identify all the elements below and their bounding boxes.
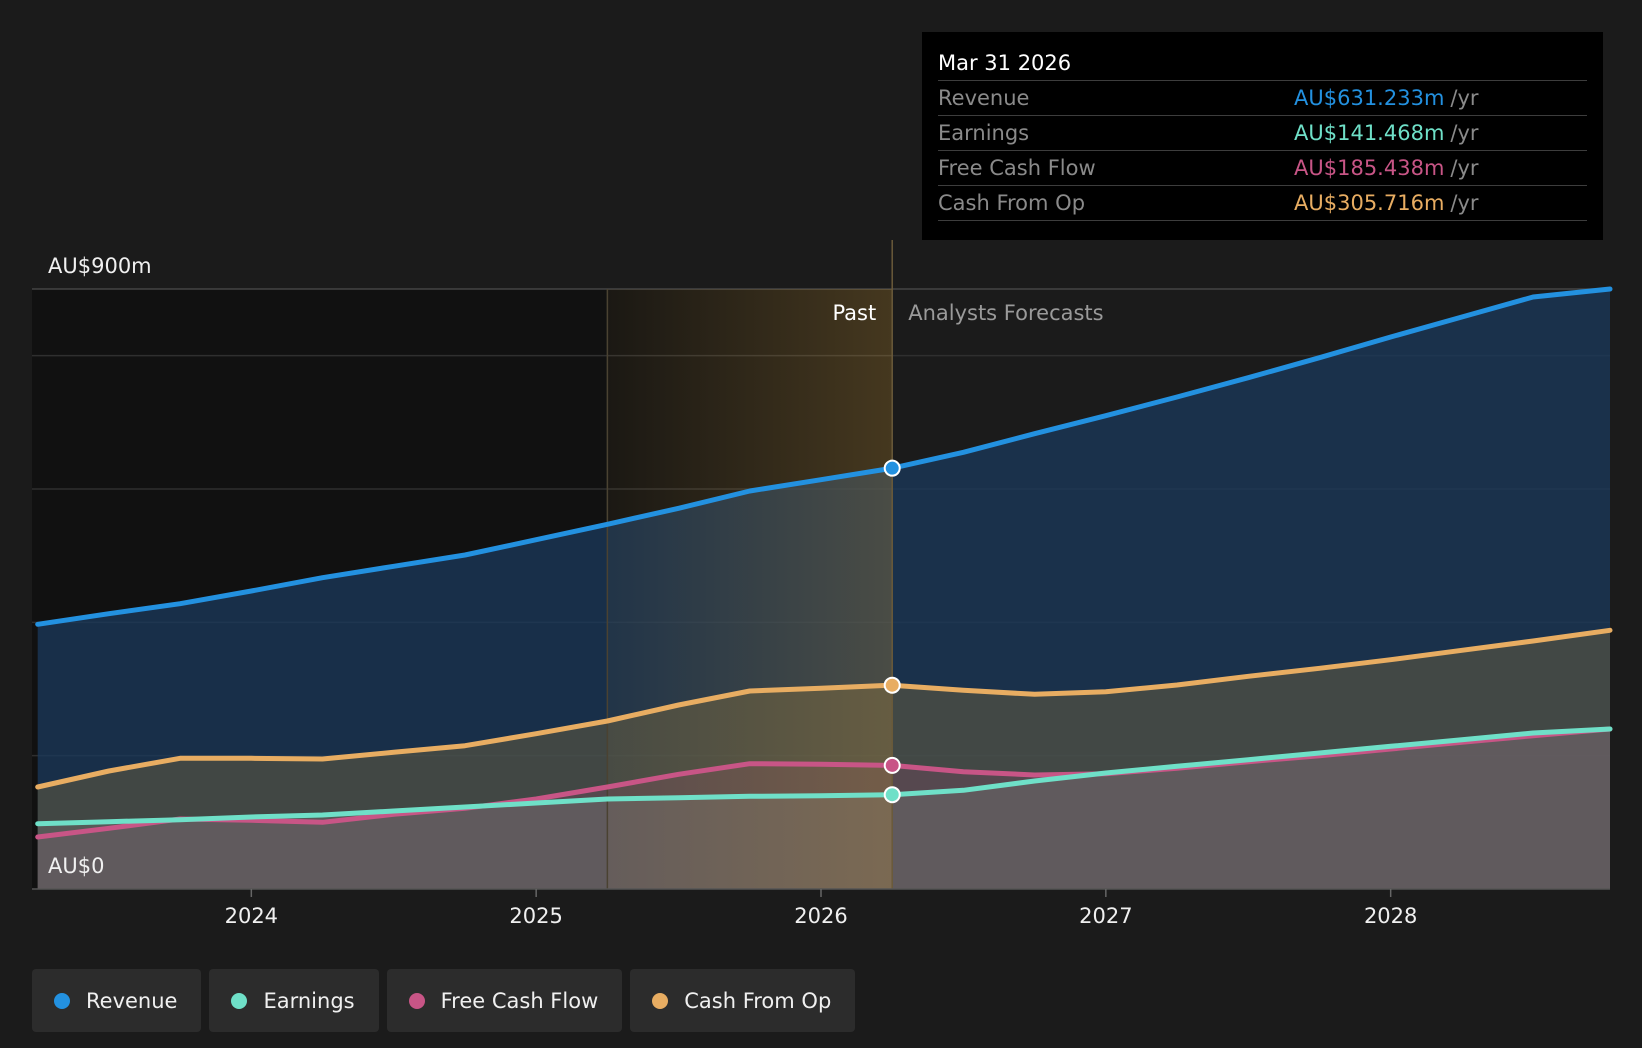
marker-cash-from-op [883, 676, 901, 694]
x-tick-label: 2028 [1364, 904, 1417, 928]
chart-legend: Revenue Earnings Free Cash Flow Cash Fro… [32, 969, 856, 1032]
legend-dot-icon [54, 992, 70, 1009]
legend-item-free-cash-flow[interactable]: Free Cash Flow [386, 969, 623, 1032]
data-tooltip: Mar 31 2026 Revenue AU$631.233m/yr Earni… [922, 32, 1603, 240]
forecast-label: Analysts Forecasts [908, 301, 1103, 325]
legend-dot-icon [231, 992, 248, 1009]
series-line-earnings [35, 726, 1613, 827]
tooltip-value: AU$631.233m [1294, 86, 1445, 110]
tooltip-unit: /yr [1450, 121, 1479, 145]
past-label: Past [832, 301, 876, 325]
x-tick-label: 2024 [225, 904, 278, 928]
legend-dot-icon [652, 992, 669, 1009]
tooltip-row-free-cash-flow: Free Cash Flow AU$185.438m/yr [938, 151, 1587, 186]
tooltip-value: AU$141.468m [1294, 121, 1445, 145]
tooltip-label: Free Cash Flow [938, 156, 1096, 180]
tooltip-row-earnings: Earnings AU$141.468m/yr [938, 116, 1587, 151]
legend-item-cash-from-op[interactable]: Cash From Op [630, 969, 856, 1032]
tooltip-row-revenue: Revenue AU$631.233m/yr [938, 81, 1587, 116]
marker-free-cash-flow [883, 756, 901, 774]
tooltip-unit: /yr [1450, 86, 1479, 110]
legend-dot-icon [408, 992, 425, 1009]
legend-label: Cash From Op [684, 988, 832, 1013]
legend-item-revenue[interactable]: Revenue [32, 969, 202, 1032]
y-tick-label-max: AU$900m [48, 254, 152, 278]
tooltip-label: Cash From Op [938, 191, 1086, 215]
tooltip-value: AU$185.438m [1294, 156, 1445, 180]
legend-item-earnings[interactable]: Earnings [209, 969, 379, 1032]
tooltip-label: Revenue [938, 86, 1030, 110]
tooltip-row-cash-from-op: Cash From Op AU$305.716m/yr [938, 186, 1587, 221]
past-highlight-band [607, 289, 893, 889]
y-tick-label-min: AU$0 [48, 854, 104, 878]
x-tick-label: 2027 [1079, 904, 1132, 928]
legend-label: Free Cash Flow [440, 988, 599, 1013]
legend-label: Earnings [263, 988, 355, 1013]
marker-revenue [883, 459, 901, 477]
tooltip-date: Mar 31 2026 [938, 46, 1587, 81]
tooltip-value: AU$305.716m [1294, 191, 1445, 215]
tooltip-unit: /yr [1450, 156, 1479, 180]
marker-earnings [883, 786, 901, 804]
tooltip-unit: /yr [1450, 191, 1479, 215]
legend-label: Revenue [86, 988, 178, 1013]
series-line-cash-from-op [35, 627, 1613, 790]
series-line-free-cash-flow [35, 726, 1613, 840]
series-line-revenue [35, 286, 1613, 627]
x-tick-label: 2026 [794, 904, 847, 928]
x-tick-label: 2025 [509, 904, 562, 928]
tooltip-label: Earnings [938, 121, 1030, 145]
